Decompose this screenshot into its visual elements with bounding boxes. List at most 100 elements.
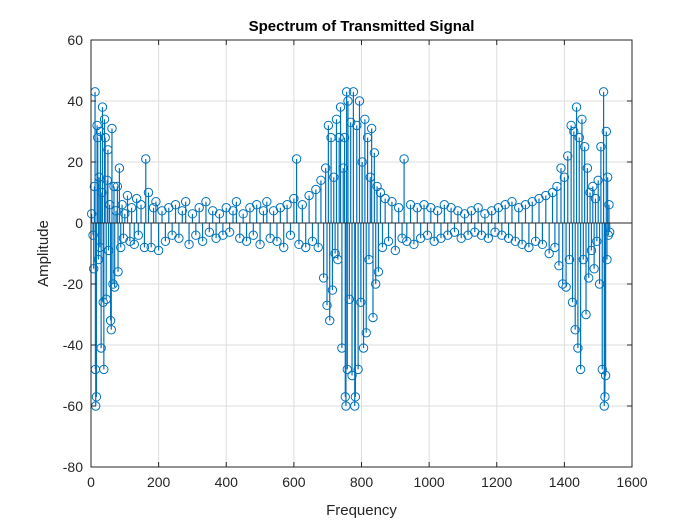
stem-marker: [133, 230, 144, 240]
stem-marker: [143, 187, 154, 198]
stem-marker: [191, 230, 201, 240]
stem-marker: [586, 245, 597, 256]
stem-marker: [180, 196, 191, 207]
stem-marker: [311, 184, 321, 195]
stem-marker: [544, 248, 554, 259]
stem-marker: [201, 196, 211, 207]
stem-marker: [356, 297, 366, 307]
stem-marker: [537, 239, 548, 250]
stem-marker: [228, 206, 238, 216]
stem-marker: [318, 273, 329, 283]
stem-marker: [255, 239, 265, 250]
stem-marker: [99, 114, 110, 125]
stem-marker: [352, 120, 362, 131]
x-tick-label: 800: [350, 474, 374, 490]
y-tick-label: -60: [63, 398, 83, 414]
stem-marker: [604, 200, 614, 210]
stem-marker: [600, 370, 611, 381]
stem-marker: [563, 151, 573, 161]
stem-marker: [114, 163, 125, 173]
stem-marker: [248, 230, 259, 240]
x-tick-label: 1200: [481, 474, 512, 490]
stem-marker: [366, 123, 377, 134]
stem-marker: [559, 172, 570, 182]
stem-marker: [347, 370, 357, 381]
stem-marker: [353, 364, 363, 375]
stem-marker: [344, 294, 355, 304]
y-tick-label: 0: [75, 215, 83, 231]
stem-marker: [126, 203, 137, 213]
stem-marker: [390, 245, 401, 256]
stem-marker: [557, 279, 568, 289]
stem-marker: [507, 196, 517, 207]
x-tick-label: 200: [147, 474, 171, 490]
y-tick-label: -20: [63, 276, 83, 292]
stem-marker: [422, 230, 433, 240]
stem-marker: [598, 87, 609, 97]
stem-marker: [599, 401, 609, 411]
stem-marker: [313, 242, 323, 253]
stem-marker: [187, 209, 198, 219]
stem-marker: [329, 172, 339, 182]
stem-marker: [297, 200, 308, 210]
stem-marker: [148, 203, 159, 213]
stem-marker: [113, 267, 123, 277]
stem-marker: [556, 163, 566, 173]
stem-marker: [160, 236, 171, 247]
x-axis-label: Frequency: [326, 502, 397, 519]
stem-marker: [100, 132, 110, 143]
stem-marker: [588, 181, 598, 192]
stem-marker: [566, 120, 576, 131]
stem-marker: [89, 264, 99, 274]
stem-marker: [86, 209, 97, 219]
stem-marker: [304, 190, 314, 201]
stem-marker: [174, 233, 184, 243]
stem-marker: [335, 102, 346, 112]
stem-marker: [361, 328, 371, 338]
stem-marker: [581, 309, 591, 320]
stem-marker: [88, 230, 98, 240]
stem-marker: [129, 239, 139, 250]
stem-marker: [279, 242, 289, 253]
stem-marker: [241, 236, 252, 247]
stem-marker: [602, 172, 613, 182]
stem-marker: [320, 163, 331, 173]
stem-marker: [112, 181, 123, 192]
stem-marker: [600, 392, 610, 402]
stem-marker: [432, 206, 443, 216]
y-tick-label: -80: [63, 459, 83, 475]
stem-marker: [282, 200, 292, 210]
stem-marker: [579, 142, 590, 152]
stem-marker: [105, 315, 116, 326]
stem-marker: [399, 154, 409, 164]
stem-marker: [373, 267, 384, 277]
stem-marker: [574, 132, 584, 143]
stem-marker: [593, 175, 603, 186]
stem-marker: [339, 132, 350, 143]
stem-marker: [601, 126, 612, 137]
stem-marker: [350, 401, 360, 411]
stem-marker: [368, 312, 378, 323]
stem-marker: [575, 364, 586, 375]
stem-marker: [231, 196, 242, 207]
stem-marker: [577, 114, 587, 125]
stem-marker: [354, 96, 365, 106]
x-tick-label: 1000: [414, 474, 445, 490]
stem-marker: [570, 325, 580, 335]
stem-marker: [291, 154, 302, 164]
stem-marker: [360, 114, 370, 125]
stem-marker: [91, 392, 102, 402]
stem-marker: [184, 239, 194, 250]
stem-marker: [109, 282, 120, 292]
stem-marker: [214, 209, 225, 219]
stem-marker: [109, 181, 119, 192]
stem-marker: [449, 227, 460, 237]
stem-marker: [117, 200, 127, 210]
stem-marker: [564, 254, 575, 265]
stem-marker: [524, 242, 534, 253]
stem-marker: [323, 120, 334, 131]
stem-marker: [578, 254, 589, 265]
stem-marker: [334, 132, 344, 143]
